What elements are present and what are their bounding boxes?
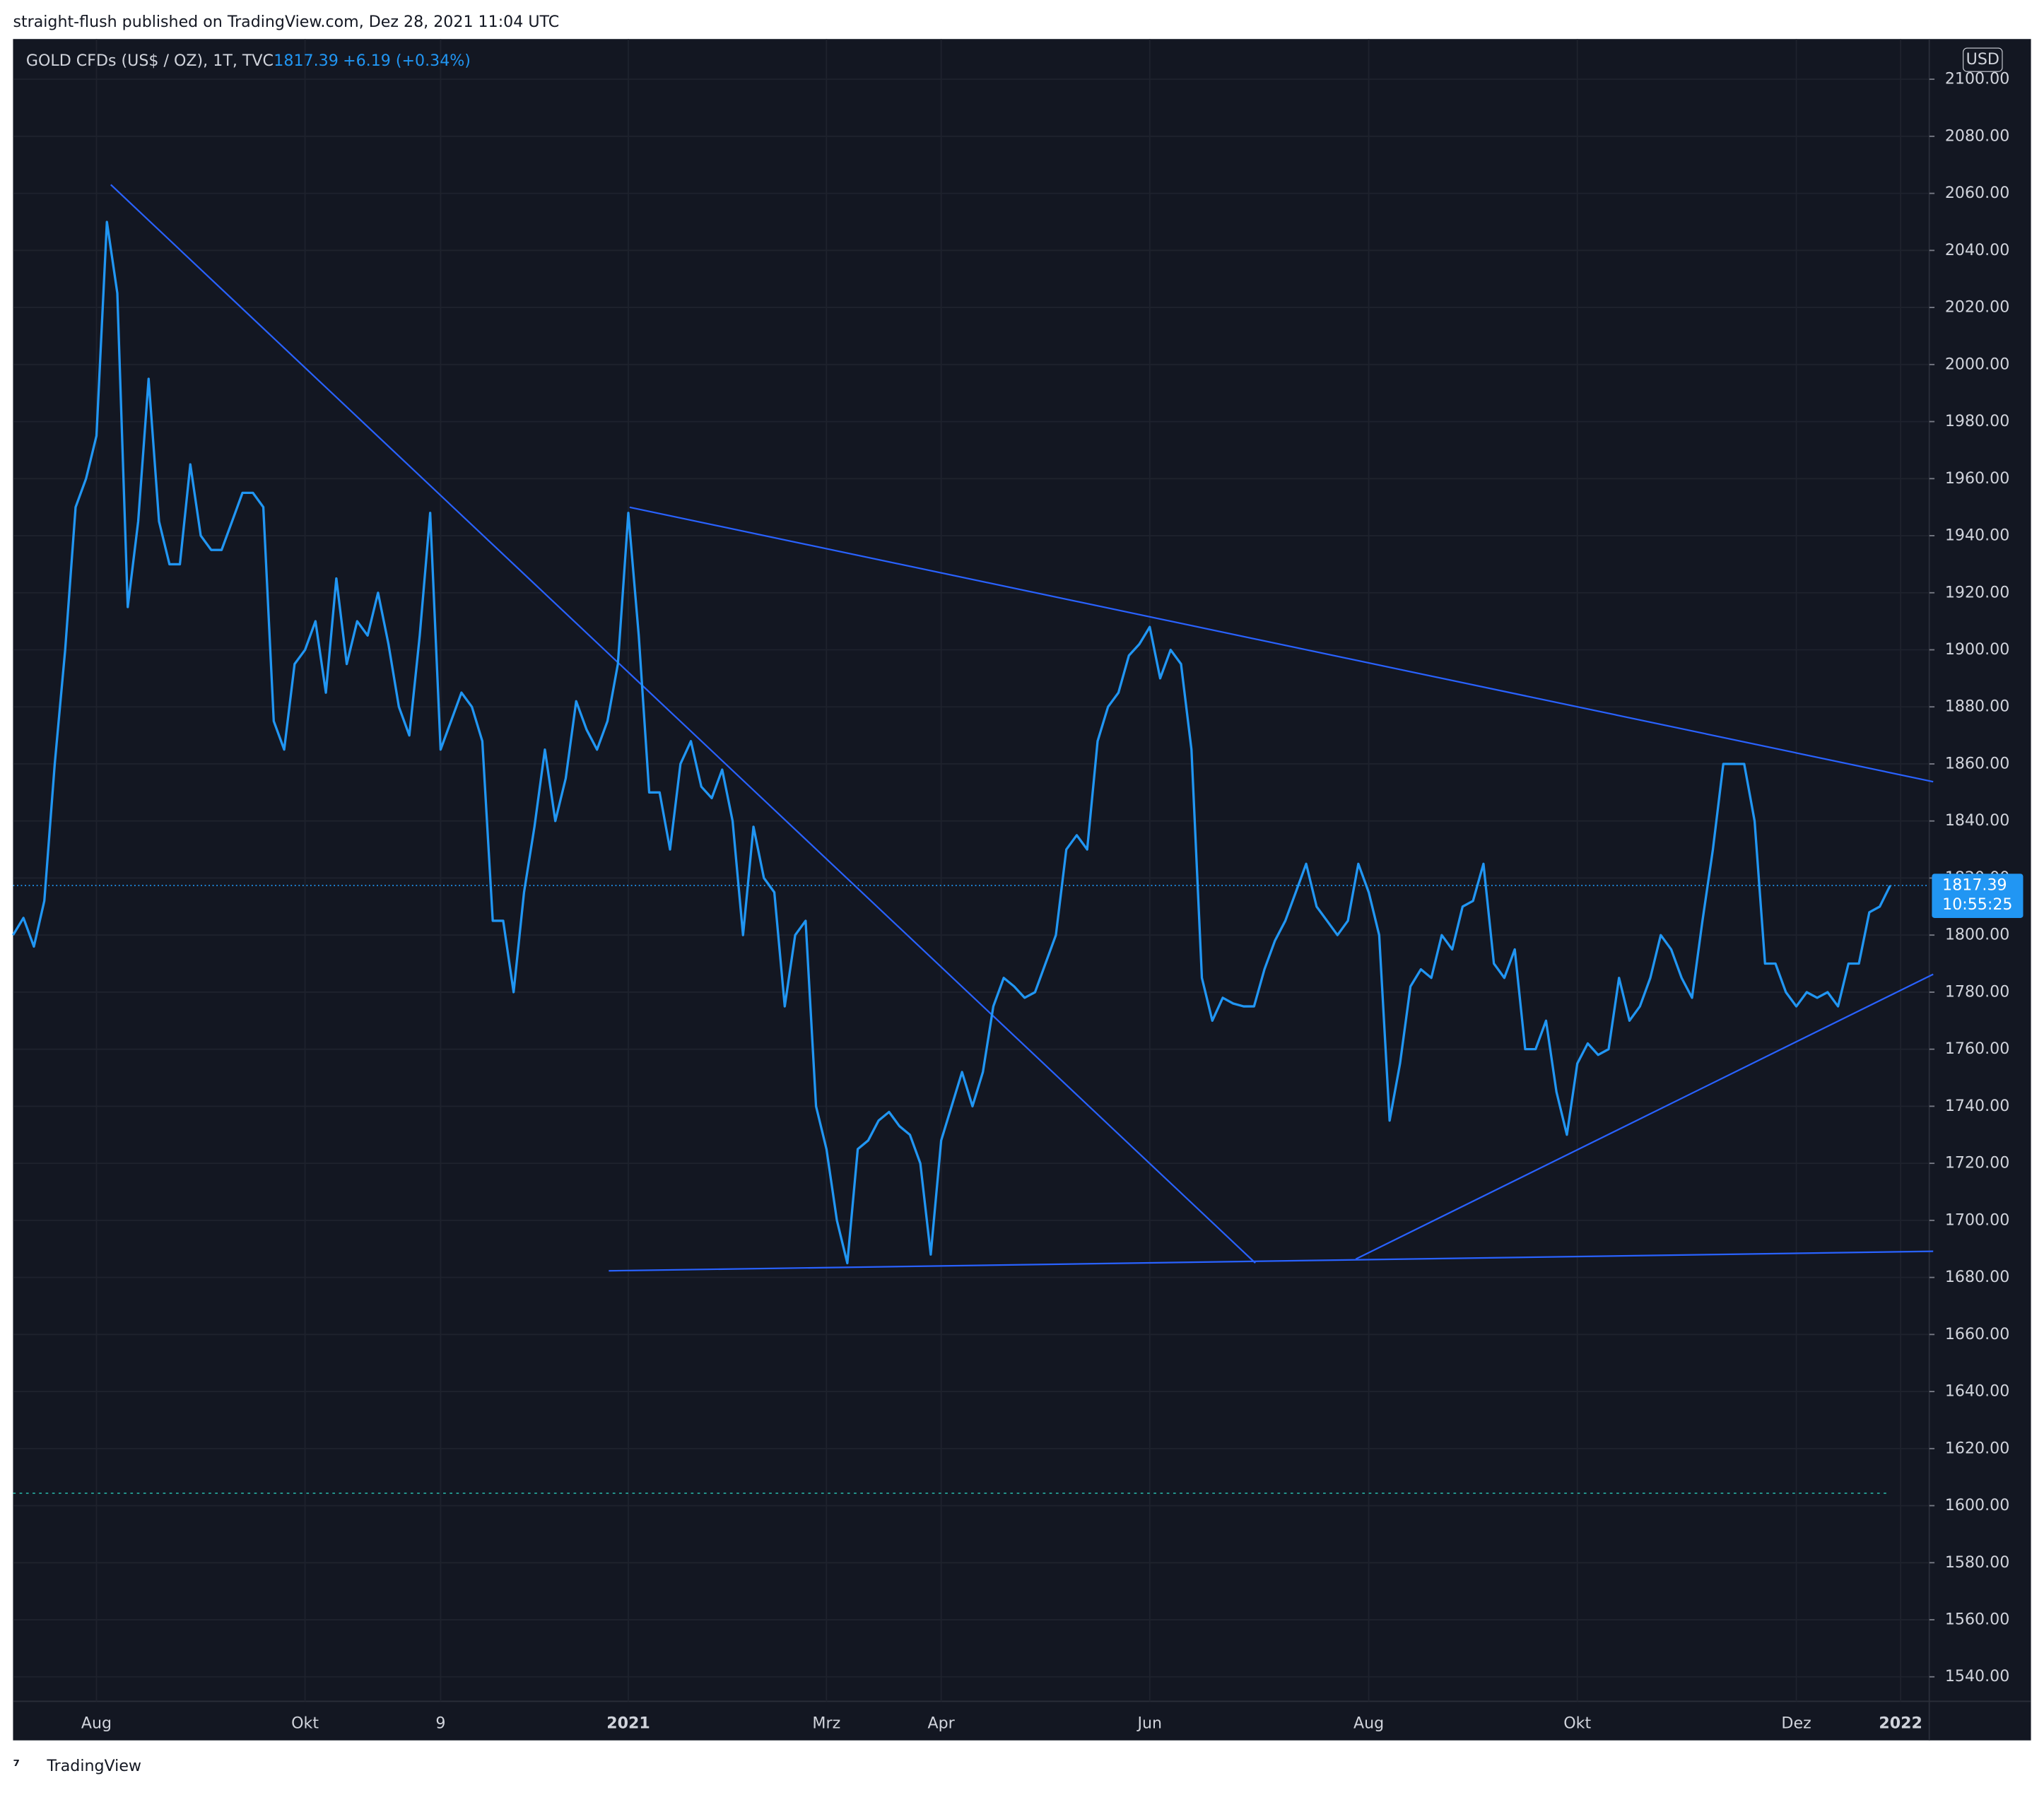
- y-tick-label: 1560.00: [1945, 1611, 2009, 1629]
- plot-background: [13, 39, 2031, 1741]
- last-price-label: 1817.39: [1942, 876, 2007, 894]
- y-tick-label: 1760.00: [1945, 1040, 2009, 1058]
- x-tick-label: 2022: [1879, 1714, 1922, 1732]
- y-tick-label: 2100.00: [1945, 70, 2009, 88]
- x-tick-label: Okt: [291, 1714, 319, 1732]
- trend-lines: [110, 184, 1934, 1272]
- y-tick-label: 1860.00: [1945, 754, 2009, 772]
- logo-mark: ⁷: [13, 1757, 20, 1775]
- x-tick-label: Mrz: [812, 1714, 840, 1732]
- footer: TradingView: [46, 1757, 141, 1775]
- grid: [13, 39, 1930, 1702]
- y-tick-label: 1900.00: [1945, 640, 2009, 659]
- y-tick-label: 1940.00: [1945, 526, 2009, 545]
- y-tick-label: 1680.00: [1945, 1268, 2009, 1286]
- y-tick-label: 1540.00: [1945, 1667, 2009, 1685]
- legend-price: 1817.39: [274, 52, 338, 70]
- trend-line: [1355, 973, 1934, 1260]
- y-tick-label: 1800.00: [1945, 926, 2009, 944]
- y-tick-label: 1580.00: [1945, 1553, 2009, 1572]
- y-tick-label: 1920.00: [1945, 583, 2009, 601]
- x-tick-label: 2021: [606, 1714, 650, 1732]
- y-tick-label: 2080.00: [1945, 126, 2009, 145]
- x-tick-label: Aug: [1353, 1714, 1384, 1732]
- currency-box: [1963, 47, 2003, 72]
- y-tick-label: 1740.00: [1945, 1097, 2009, 1115]
- legend-title: GOLD CFDs (US$ / OZ), 1T, TVC: [26, 52, 274, 70]
- x-tick-label: Aug: [81, 1714, 112, 1732]
- trend-line: [110, 184, 1256, 1264]
- last-price-badge: [1932, 873, 2024, 918]
- x-tick-label: Jun: [1136, 1714, 1162, 1732]
- trend-line: [609, 1250, 1934, 1272]
- price-line: [12, 220, 1891, 1265]
- y-tick-label: 1700.00: [1945, 1211, 2009, 1229]
- header: straight-flush published on TradingView.…: [13, 13, 559, 31]
- y-tick-label: 1640.00: [1945, 1382, 2009, 1401]
- y-tick-label: 1980.00: [1945, 412, 2009, 430]
- y-tick-label: 1880.00: [1945, 698, 2009, 716]
- currency: USD: [1966, 50, 1999, 69]
- y-tick-label: 2060.00: [1945, 184, 2009, 202]
- y-tick-label: 2040.00: [1945, 241, 2009, 259]
- legend-change: +6.19 (+0.34%): [343, 52, 471, 70]
- y-tick-label: 1620.00: [1945, 1439, 2009, 1457]
- x-tick-label: 9: [435, 1714, 445, 1732]
- y-tick-label: 1840.00: [1945, 811, 2009, 830]
- y-tick-label: 1960.00: [1945, 469, 2009, 488]
- y-tick-label: 2020.00: [1945, 298, 2009, 317]
- y-tick-label: 1720.00: [1945, 1154, 2009, 1172]
- y-tick-label: 1660.00: [1945, 1325, 2009, 1343]
- y-tick-label: 1780.00: [1945, 982, 2009, 1001]
- y-tick-label: 2000.00: [1945, 355, 2009, 373]
- x-tick-label: Okt: [1563, 1714, 1591, 1732]
- x-tick-label: Apr: [928, 1714, 956, 1732]
- x-tick-label: Dez: [1781, 1714, 1811, 1732]
- trend-line: [629, 506, 1934, 783]
- y-tick-label: 1600.00: [1945, 1496, 2009, 1514]
- countdown-label: 10:55:25: [1942, 895, 2012, 914]
